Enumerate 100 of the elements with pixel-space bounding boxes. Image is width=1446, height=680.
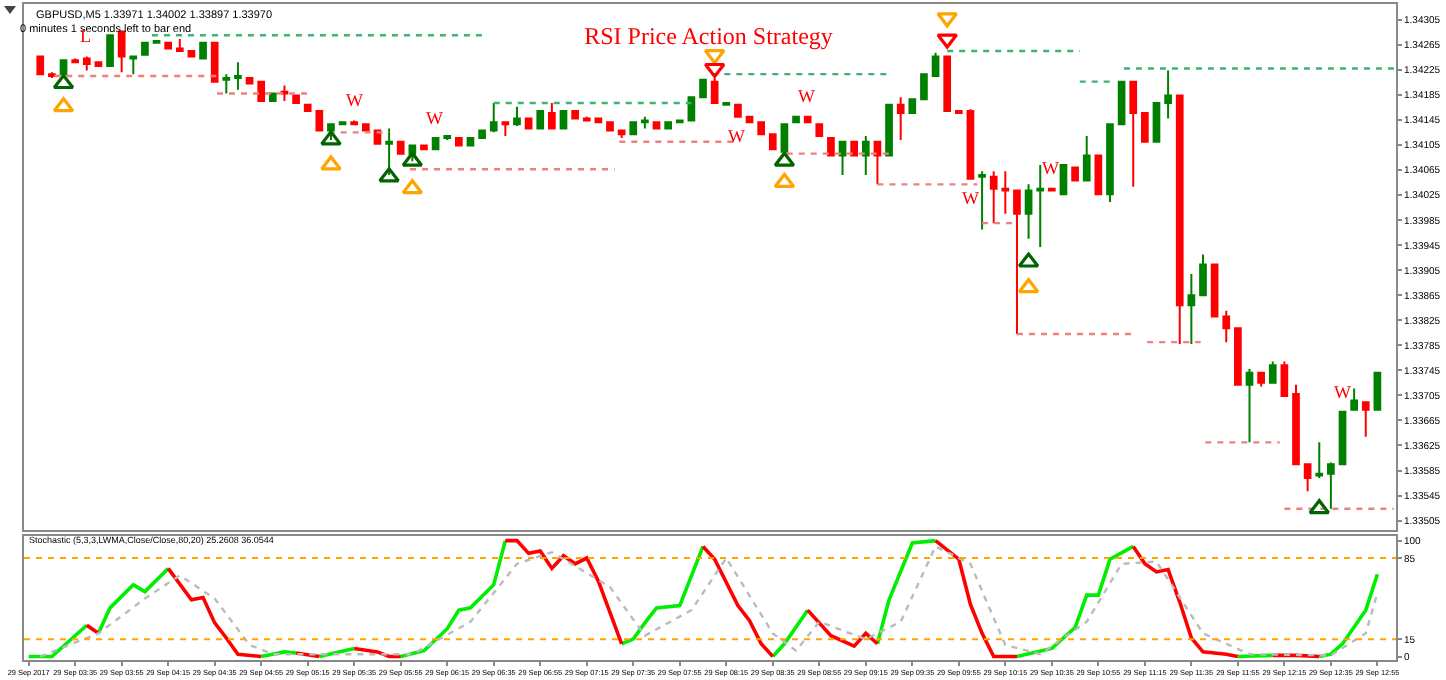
candlestick xyxy=(1152,101,1161,143)
candlestick xyxy=(257,80,266,103)
candlestick xyxy=(1071,166,1079,182)
candlestick xyxy=(1234,327,1242,386)
candlestick xyxy=(396,140,405,155)
candlestick xyxy=(350,119,359,126)
candlestick xyxy=(1141,111,1149,143)
candlestick xyxy=(327,123,335,141)
candlestick xyxy=(792,115,800,124)
candlestick xyxy=(966,108,975,180)
candlestick xyxy=(606,121,614,132)
annotation: W xyxy=(426,108,444,128)
candlestick xyxy=(943,55,952,113)
candlestick xyxy=(1106,123,1114,203)
candlestick xyxy=(652,121,661,130)
candlestick xyxy=(478,129,486,139)
candlestick xyxy=(513,105,521,128)
text: RSI Price Action Strategy xyxy=(584,21,833,50)
candlestick xyxy=(699,78,707,99)
point xyxy=(320,130,342,146)
candlestick xyxy=(443,135,452,141)
annotation: W xyxy=(1042,158,1060,178)
annotation: W xyxy=(346,90,364,110)
candlestick xyxy=(455,137,463,147)
point xyxy=(320,155,342,171)
candlestick xyxy=(734,103,742,118)
candlestick xyxy=(175,38,184,52)
candlestick xyxy=(1036,163,1045,248)
candlestick xyxy=(222,73,231,95)
candlestick xyxy=(629,121,638,136)
candlestick xyxy=(1082,135,1091,182)
candlestick xyxy=(536,110,545,130)
candlestick xyxy=(82,55,91,72)
annotation: W xyxy=(798,86,816,106)
annotation: W xyxy=(962,188,980,208)
candlestick xyxy=(780,123,789,153)
candlestick xyxy=(1245,368,1254,444)
candlestick xyxy=(466,137,475,147)
candlestick xyxy=(1373,371,1382,411)
candlestick xyxy=(931,51,940,78)
candlestick xyxy=(1292,383,1300,466)
candlestick xyxy=(199,41,207,60)
annotation: W xyxy=(1334,382,1352,402)
candlestick xyxy=(292,94,300,104)
candlestick xyxy=(141,41,149,56)
candlestick xyxy=(1280,360,1289,397)
candlestick xyxy=(129,55,138,76)
candlestick xyxy=(641,115,649,130)
candlestick xyxy=(385,127,393,176)
point xyxy=(52,73,75,90)
candlestick xyxy=(268,92,277,103)
candlestick xyxy=(1117,80,1126,126)
candlestick xyxy=(1129,80,1138,188)
candlestick xyxy=(885,103,893,157)
candlestick xyxy=(94,61,103,67)
candlestick xyxy=(361,123,370,132)
candlestick xyxy=(920,73,928,101)
candlestick xyxy=(280,84,289,103)
candlestick xyxy=(548,101,556,130)
candlestick xyxy=(1024,183,1033,240)
candlestick xyxy=(1175,94,1184,346)
candlestick xyxy=(896,96,905,141)
candlestick xyxy=(768,133,777,151)
candlestick xyxy=(1361,401,1370,438)
candlestick xyxy=(559,110,568,130)
candlestick xyxy=(850,140,859,157)
candlestick xyxy=(1222,309,1231,344)
candlestick xyxy=(210,41,219,83)
candlestick xyxy=(757,121,765,136)
candlestick xyxy=(489,101,498,134)
candlestick xyxy=(978,170,986,231)
candlestick xyxy=(571,110,579,120)
candlestick xyxy=(1338,410,1347,466)
candlestick xyxy=(803,115,812,124)
candlestick xyxy=(1303,463,1312,493)
candlestick xyxy=(106,34,114,67)
candlestick xyxy=(501,121,510,138)
candlestick xyxy=(861,135,870,176)
candlestick xyxy=(1013,189,1021,335)
annotation: W xyxy=(728,126,746,146)
candlestick xyxy=(117,30,126,74)
candlestick xyxy=(908,98,917,114)
candlestick xyxy=(838,140,847,176)
candlestick xyxy=(873,140,882,186)
candlestick xyxy=(1268,360,1277,384)
candlestick xyxy=(1164,69,1172,120)
candlestick xyxy=(187,49,196,58)
candlestick xyxy=(1187,272,1196,346)
candlestick xyxy=(71,57,79,64)
candlestick xyxy=(827,137,835,157)
candlestick xyxy=(815,123,824,138)
candlestick xyxy=(1199,253,1207,297)
candlestick xyxy=(164,41,173,50)
candlestick xyxy=(234,61,242,91)
candlestick xyxy=(1327,461,1335,510)
candlestick xyxy=(664,121,672,130)
candlestick xyxy=(1350,387,1358,411)
point xyxy=(378,167,400,183)
candlestick xyxy=(245,76,254,85)
candlestick xyxy=(1257,371,1265,388)
